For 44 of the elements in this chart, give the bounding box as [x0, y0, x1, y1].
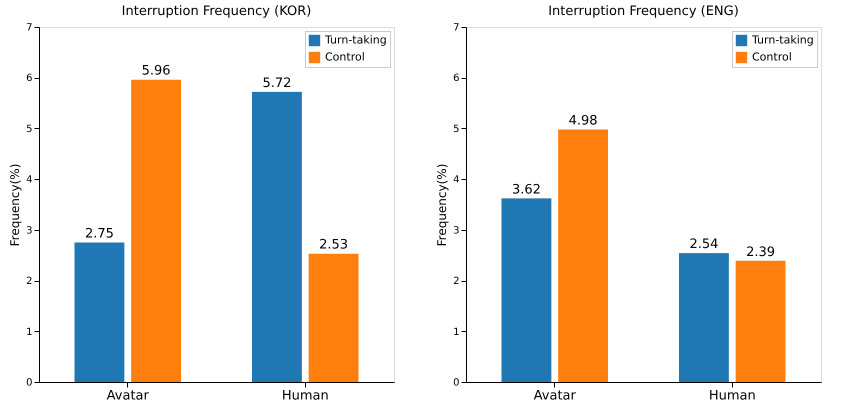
y-tick-label: 0	[26, 378, 32, 388]
bar	[131, 80, 181, 382]
y-tick-label: 3	[453, 225, 460, 236]
x-tick-label: Avatar	[534, 388, 577, 404]
legend-label: Turn-taking	[324, 34, 387, 46]
y-tick-label: 6	[453, 73, 460, 84]
y-axis-title: Frequency(%)	[8, 164, 22, 246]
chart-title: Interruption Frequency (ENG)	[548, 4, 739, 19]
y-tick-label: 7	[453, 22, 460, 34]
bar	[736, 260, 786, 382]
x-tick-label: Avatar	[106, 388, 150, 404]
bar	[252, 92, 302, 382]
data-label: 3.62	[512, 182, 541, 198]
data-label: 4.98	[568, 113, 598, 128]
x-tick-label: Human	[708, 388, 756, 404]
y-tick-label: 5	[453, 124, 460, 135]
bar	[74, 242, 124, 382]
x-tick-label: Human	[282, 388, 329, 404]
data-label: 2.39	[746, 244, 776, 260]
y-tick-label: 2	[453, 276, 460, 288]
data-label: 5.72	[262, 76, 292, 91]
legend-label: Control	[752, 50, 792, 64]
bar	[679, 253, 729, 382]
data-label: 2.54	[689, 237, 718, 252]
y-axis-title: Frequency(%)	[435, 164, 450, 246]
chart-title: Interruption Frequency (KOR)	[122, 4, 312, 19]
y-tick-label: 2	[26, 276, 32, 288]
y-tick-label: 4	[453, 174, 460, 186]
data-label: 5.96	[142, 64, 171, 79]
legend-label: Turn-taking	[751, 34, 814, 46]
data-label: 2.75	[84, 226, 114, 242]
y-tick-label: 7	[26, 22, 32, 34]
bar	[558, 129, 608, 382]
legend-label: Control	[325, 50, 365, 64]
bar	[502, 198, 552, 382]
y-tick-label: 0	[453, 378, 460, 388]
bar	[308, 254, 358, 382]
y-tick-label: 1	[26, 326, 32, 338]
y-tick-label: 4	[26, 174, 32, 186]
data-label: 2.53	[319, 238, 348, 253]
y-tick-label: 5	[26, 124, 32, 135]
y-tick-label: 1	[453, 326, 460, 338]
y-tick-label: 3	[26, 225, 32, 236]
y-tick-label: 6	[26, 73, 32, 84]
